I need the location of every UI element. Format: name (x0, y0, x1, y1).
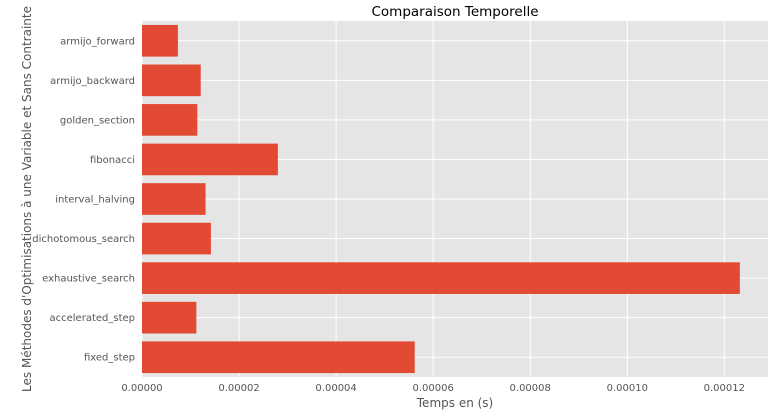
y-tick-label: fixed_step (84, 353, 135, 364)
bar-interval-halving (142, 183, 206, 215)
x-tick-label: 0.00008 (510, 383, 551, 394)
y-tick-label: fibonacci (90, 155, 135, 166)
x-tick-label: 0.00004 (315, 383, 356, 394)
x-tick-label: 0.00010 (607, 383, 648, 394)
bar-fixed-step (142, 341, 415, 374)
x-tick-label: 0.00012 (704, 383, 745, 394)
x-tick-label: 0.00006 (412, 383, 453, 394)
bar-golden-section (142, 104, 198, 136)
bar-exhaustive-search (142, 262, 740, 294)
y-tick-label: exhaustive_search (42, 274, 135, 285)
bar-dichotomous-search (142, 222, 211, 255)
y-tick-label: dichotomous_search (32, 234, 135, 245)
y-tick-label: interval_halving (55, 195, 135, 206)
bar-fibonacci (142, 143, 278, 176)
bar-armijo-backward (142, 64, 201, 97)
y-tick-label: armijo_forward (60, 36, 135, 47)
y-axis-label: Les Méthodes d'Optimisations à une Varia… (20, 6, 34, 392)
x-axis-label: Temps en (s) (416, 396, 493, 410)
y-tick-label: accelerated_step (50, 313, 136, 324)
bars (142, 24, 740, 374)
x-tick-labels: 0.00000 0.00002 0.00004 0.00006 0.00008 0.000… (121, 383, 745, 394)
y-tick-label: golden_section (60, 115, 135, 126)
y-tick-label: armijo_backward (50, 76, 135, 87)
bar-accelerated-step (142, 301, 197, 334)
bar-armijo-forward (142, 24, 178, 57)
y-tick-labels: armijo_forward armijo_backward golden_sect… (32, 36, 135, 363)
x-tick-label: 0.00000 (121, 383, 162, 394)
chart-title: Comparaison Temporelle (372, 4, 539, 20)
x-tick-label: 0.00002 (218, 383, 259, 394)
